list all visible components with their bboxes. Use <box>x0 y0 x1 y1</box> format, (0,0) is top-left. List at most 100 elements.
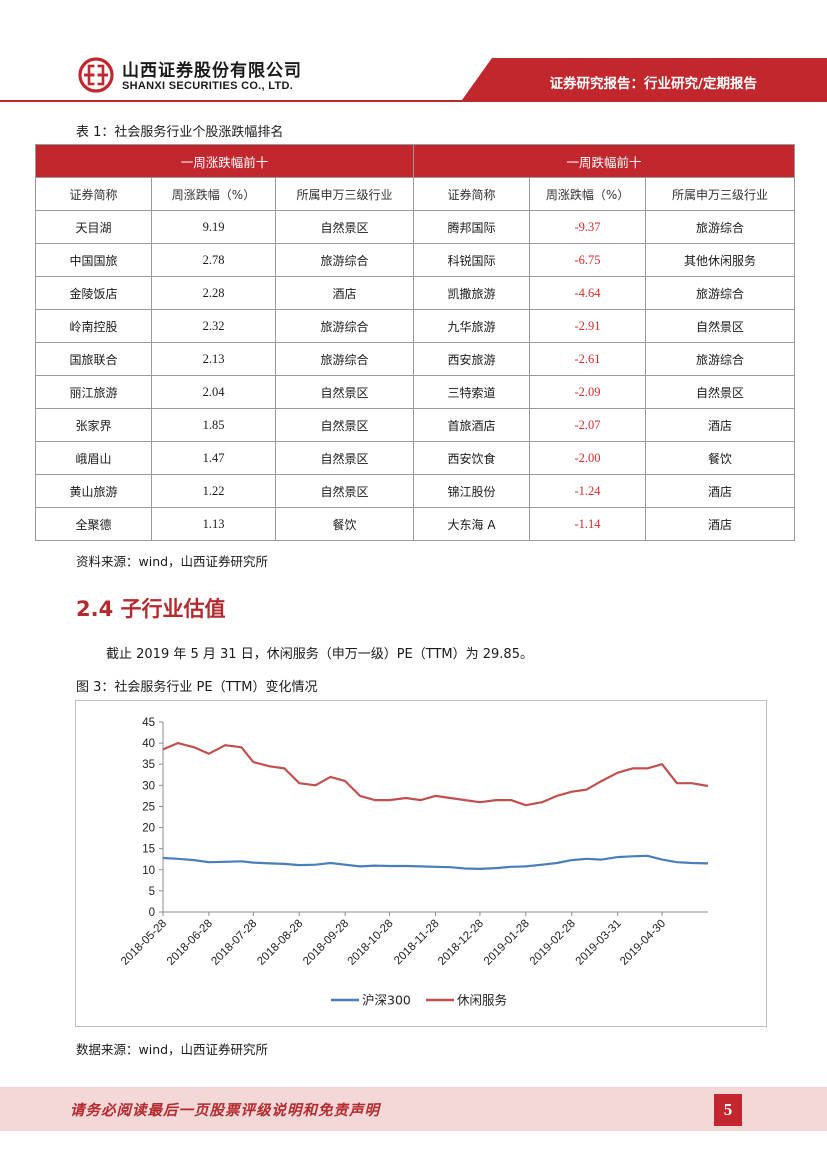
table-cell: -1.14 <box>529 507 647 541</box>
header-divider <box>0 100 827 102</box>
table-cell: 自然景区 <box>274 375 415 409</box>
chart-legend: 沪深300 休闲服务 <box>331 993 507 1008</box>
footer-band <box>0 1087 827 1131</box>
table-cell: 酒店 <box>645 408 796 442</box>
table-cell: 2.28 <box>151 276 276 310</box>
series-line-leisure <box>162 741 709 807</box>
y-tick-label: 15 <box>142 844 155 856</box>
table-cell: 首旅酒店 <box>413 408 531 442</box>
table-cell: 峨眉山 <box>35 441 152 475</box>
disclaimer-notice: 请务必阅读最后一页股票评级说明和免责声明 <box>70 1102 380 1119</box>
table-row: 峨眉山 1.47 自然景区 西安饮食 -2.00 餐饮 <box>35 441 796 475</box>
table-cell: 自然景区 <box>274 441 415 475</box>
figure-source-note: 数据来源：wind，山西证券研究所 <box>76 1042 269 1057</box>
table-cell: 九华旅游 <box>413 309 531 343</box>
table-cell: 旅游综合 <box>274 342 415 376</box>
table-cell: 自然景区 <box>645 309 796 343</box>
company-name-en: SHANXI SECURITIES CO., LTD. <box>122 80 294 92</box>
report-type-label: 证券研究报告：行业研究/定期报告 <box>549 76 757 92</box>
figure-caption: 图 3：社会服务行业 PE（TTM）变化情况 <box>76 680 318 695</box>
company-logo-icon <box>78 57 114 93</box>
y-tick-label: 45 <box>142 717 155 729</box>
table-cell: -2.09 <box>529 375 647 409</box>
y-tick-label: 35 <box>142 759 155 771</box>
table-cell: 2.13 <box>151 342 276 376</box>
table-cell: -4.64 <box>529 276 647 310</box>
table-cell: 旅游综合 <box>274 309 415 343</box>
table-cell: 自然景区 <box>274 210 415 244</box>
table-cell: 旅游综合 <box>274 243 415 277</box>
table-row: 天目湖 9.19 自然景区 腾邦国际 -9.37 旅游综合 <box>35 210 796 244</box>
table-cell: 腾邦国际 <box>413 210 531 244</box>
series-layer <box>162 741 709 870</box>
table-cell: 1.47 <box>151 441 276 475</box>
table-cell: 自然景区 <box>645 375 796 409</box>
table-cell: 旅游综合 <box>645 342 796 376</box>
pe-line-chart: 0 5 10 15 20 25 30 35 40 45 2018-05-28 2018-06-28 2… <box>75 700 767 1027</box>
table-cell: 金陵饭店 <box>35 276 152 310</box>
table-cell: 丽江旅游 <box>35 375 152 409</box>
y-axis: 0 5 10 15 20 25 30 35 40 45 <box>142 717 164 919</box>
table-cell: 旅游综合 <box>645 210 796 244</box>
y-tick-label: 30 <box>142 780 155 792</box>
table-cell: 自然景区 <box>274 408 415 442</box>
table-row: 全聚德 1.13 餐饮 大东海 A -1.14 酒店 <box>35 507 796 541</box>
table-cell: 黄山旅游 <box>35 474 152 508</box>
column-header: 所属申万三级行业 <box>645 177 796 211</box>
page-number: 5 <box>714 1094 742 1126</box>
table-row: 黄山旅游 1.22 自然景区 锦江股份 -1.24 酒店 <box>35 474 796 508</box>
company-name-cn: 山西证券股份有限公司 <box>122 61 302 81</box>
table-caption: 表 1：社会服务行业个股涨跌幅排名 <box>76 125 284 140</box>
table-cell: 2.04 <box>151 375 276 409</box>
table-cell: 餐饮 <box>274 507 415 541</box>
table-cell: 西安饮食 <box>413 441 531 475</box>
table-cell: 1.85 <box>151 408 276 442</box>
table-cell: -2.61 <box>529 342 647 376</box>
table-cell: -2.00 <box>529 441 647 475</box>
table-row: 张家界 1.85 自然景区 首旅酒店 -2.07 酒店 <box>35 408 796 442</box>
table-cell: 天目湖 <box>35 210 152 244</box>
table-row: 中国国旅 2.78 旅游综合 科锐国际 -6.75 其他休闲服务 <box>35 243 796 277</box>
section-paragraph: 截止 2019 年 5 月 31 日，休闲服务（申万一级）PE（TTM）为 29… <box>106 647 533 662</box>
table-cell: 张家界 <box>35 408 152 442</box>
column-header: 所属申万三级行业 <box>274 177 415 211</box>
y-tick-label: 10 <box>142 865 155 877</box>
table-cell: 全聚德 <box>35 507 152 541</box>
table-cell: 酒店 <box>645 507 796 541</box>
table-cell: 酒店 <box>645 474 796 508</box>
gainers-group-header: 一周涨跌幅前十 <box>34 144 415 178</box>
table-cell: -9.37 <box>529 210 647 244</box>
legend-label: 沪深300 <box>362 993 411 1008</box>
table-cell: 酒店 <box>274 276 415 310</box>
table-cell: 其他休闲服务 <box>645 243 796 277</box>
stock-ranking-table: 一周涨跌幅前十 一周跌幅前十 证券简称 周涨跌幅（%） 所属申万三级行业 证券简… <box>34 144 796 541</box>
table-cell: -1.24 <box>529 474 647 508</box>
table-cell: 锦江股份 <box>413 474 531 508</box>
table-cell: -2.07 <box>529 408 647 442</box>
losers-group-header: 一周跌幅前十 <box>413 144 796 178</box>
table-cell: 旅游综合 <box>645 276 796 310</box>
table-cell: 科锐国际 <box>413 243 531 277</box>
table-cell: 9.19 <box>151 210 276 244</box>
y-tick-label: 40 <box>142 738 155 750</box>
y-tick-label: 25 <box>142 801 155 813</box>
table-cell: 自然景区 <box>274 474 415 508</box>
table-cell: 1.13 <box>151 507 276 541</box>
table-source-note: 资料来源：wind，山西证券研究所 <box>76 554 269 569</box>
table-row: 岭南控股 2.32 旅游综合 九华旅游 -2.91 自然景区 <box>35 309 796 343</box>
chart-frame <box>75 700 767 1027</box>
table-cell: 大东海 A <box>413 507 531 541</box>
section-heading: 2.4 子行业估值 <box>76 597 226 621</box>
table-cell: 国旅联合 <box>35 342 152 376</box>
column-header: 周涨跌幅（%） <box>151 177 276 211</box>
table-row: 丽江旅游 2.04 自然景区 三特索道 -2.09 自然景区 <box>35 375 796 409</box>
table-cell: -6.75 <box>529 243 647 277</box>
legend-label: 休闲服务 <box>457 993 507 1008</box>
column-header: 证券简称 <box>35 177 152 211</box>
column-header: 证券简称 <box>413 177 531 211</box>
table-cell: -2.91 <box>529 309 647 343</box>
table-cell: 岭南控股 <box>35 309 152 343</box>
table-cell: 中国国旅 <box>35 243 152 277</box>
table-cell: 2.32 <box>151 309 276 343</box>
